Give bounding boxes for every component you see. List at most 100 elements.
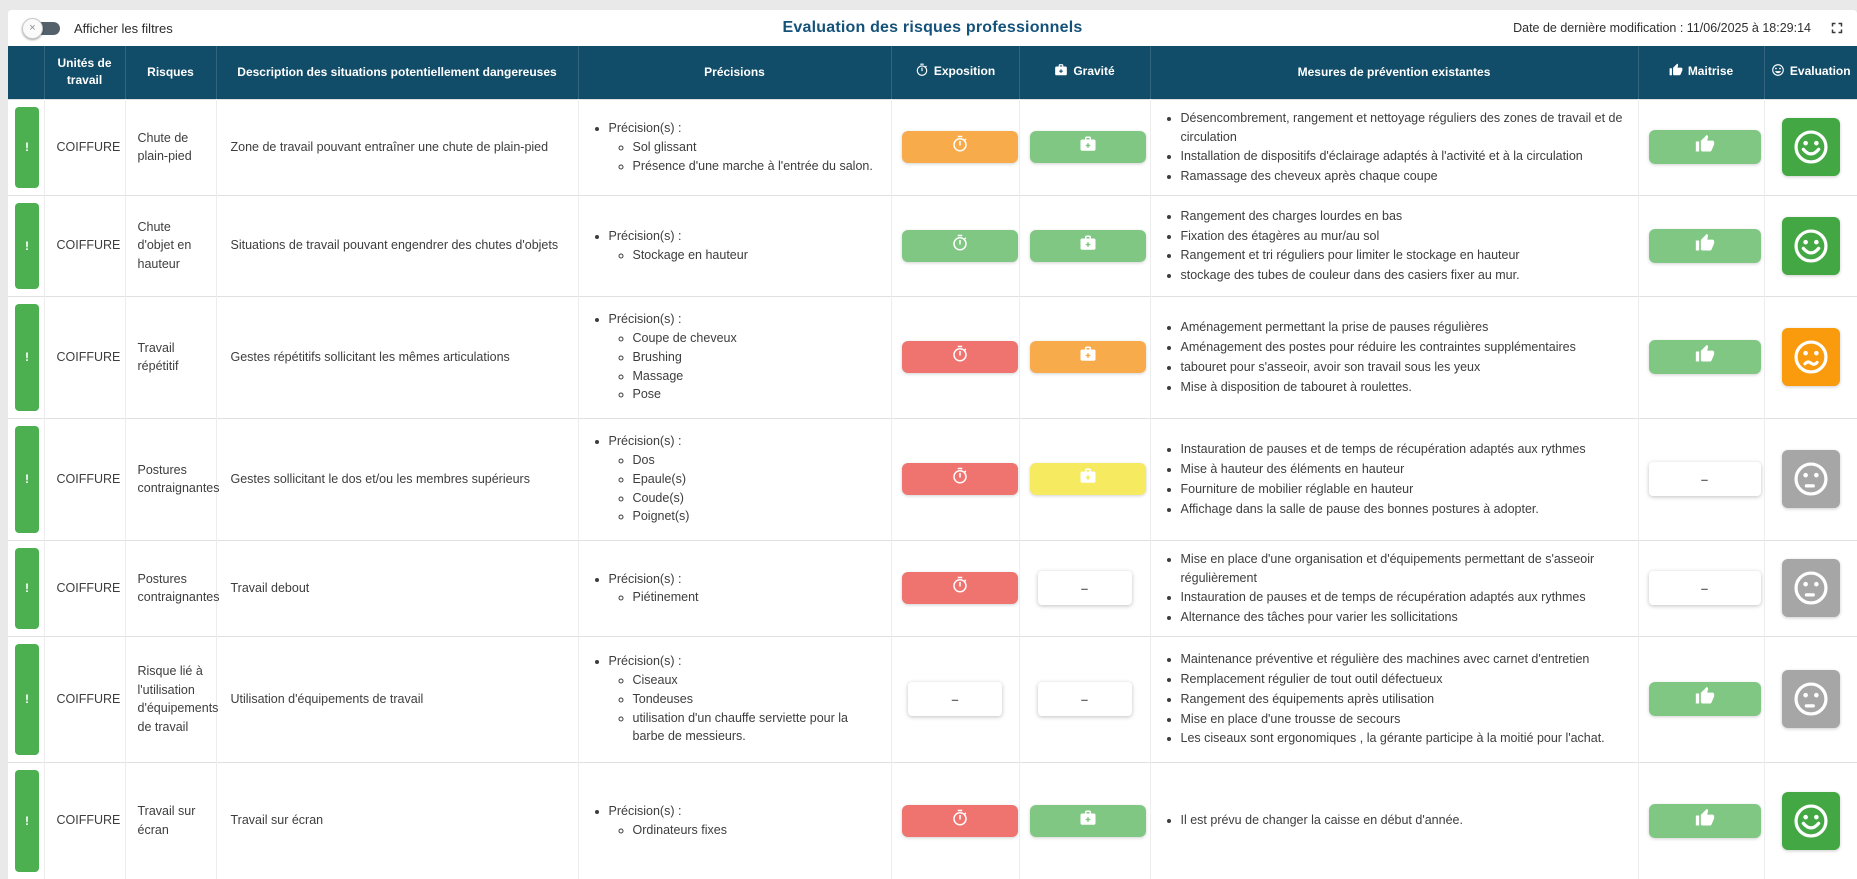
mesure-item: Mise en place d'une trousse de secours [1181, 710, 1628, 729]
table-row: ! COIFFURE Chute de plain-pied Zone de trav… [8, 98, 1857, 196]
maitrise-badge[interactable] [1648, 803, 1761, 838]
thumb-up-icon [1669, 63, 1683, 82]
risk-cell: Travail répétitif [124, 295, 216, 419]
precision-item: Brushing [633, 348, 881, 367]
risk-table: Unités de travail Risques Description des … [8, 46, 1857, 879]
risk-indicator-cell: ! [8, 194, 44, 297]
maitrise-cell [1637, 761, 1764, 879]
column-header-label: Description des situations potentielleme… [237, 64, 557, 79]
precisions-list: Précision(s) :Sol glissantPrésence d'une… [589, 119, 881, 175]
evaluation-cell [1763, 761, 1857, 879]
evaluation-smiley-happy-green[interactable] [1781, 791, 1840, 850]
maitrise-empty-badge[interactable]: – [1648, 462, 1761, 497]
exposition-badge[interactable] [901, 463, 1018, 496]
column-header-exposition: Exposition [890, 46, 1019, 100]
maitrise-badge[interactable] [1648, 682, 1761, 717]
maitrise-badge[interactable] [1648, 130, 1761, 165]
column-header-label: Exposition [933, 63, 996, 78]
risk-alert-indicator[interactable]: ! [15, 106, 39, 188]
precision-item: Coupe de cheveux [633, 329, 881, 348]
mesure-item: stockage des tubes de couleur dans des c… [1181, 266, 1628, 285]
precisions-cell: Précision(s) :Sol glissantPrésence d'une… [577, 98, 891, 196]
risk-alert-indicator[interactable]: ! [15, 643, 39, 755]
maitrise-empty-badge[interactable]: – [1648, 571, 1761, 606]
precisions-cell: Précision(s) :DosEpaule(s)Coude(s)Poigne… [577, 417, 891, 541]
mesure-item: Aménagement des postes pour réduire les … [1181, 338, 1628, 357]
table-header-row: Unités de travail Risques Description des … [8, 46, 1857, 100]
gravite-badge[interactable] [1029, 131, 1146, 164]
mesure-item: Il est prévu de changer la caisse en déb… [1181, 811, 1628, 830]
mesures-list: Maintenance préventive et régulière des … [1161, 650, 1628, 748]
unit-cell: COIFFURE [43, 539, 125, 637]
table-row: ! COIFFURE Travail sur écran Travail sur éc… [8, 761, 1857, 879]
precision-item: Ciseaux [633, 671, 881, 690]
evaluation-smiley-happy-green[interactable] [1781, 216, 1840, 275]
thumb-up-icon [1695, 686, 1715, 712]
thumb-up-icon [1695, 233, 1715, 259]
risk-alert-indicator[interactable]: ! [15, 425, 39, 533]
maitrise-badge[interactable] [1648, 228, 1761, 263]
risk-indicator-cell: ! [8, 417, 44, 541]
filter-toggle[interactable]: × [22, 18, 64, 39]
evaluation-cell [1763, 539, 1857, 637]
gravite-badge[interactable] [1029, 341, 1146, 374]
gravite-empty-badge[interactable]: – [1037, 682, 1132, 717]
precisions-list: Précision(s) :Piétinement [589, 570, 881, 608]
mesures-cell: Maintenance préventive et régulière des … [1149, 635, 1638, 763]
evaluation-smiley-neutral-gray[interactable] [1781, 559, 1840, 618]
column-header-label: Mesures de prévention existantes [1297, 64, 1491, 79]
column-header-risk: Risques [124, 46, 216, 100]
column-header-label: Evaluation [1789, 63, 1851, 78]
precisions-prefix: Précision(s) :Sol glissantPrésence d'une… [609, 119, 881, 175]
risk-alert-indicator[interactable]: ! [15, 769, 39, 872]
risk-alert-indicator[interactable]: ! [15, 547, 39, 629]
mesure-item: Mise à disposition de tabouret à roulett… [1181, 378, 1628, 397]
precision-sublist: Piétinement [609, 588, 881, 607]
precision-item: Massage [633, 367, 881, 386]
evaluation-smiley-neutral-gray[interactable] [1781, 670, 1840, 729]
precisions-prefix: Précision(s) :CiseauxTondeusesutilisatio… [609, 652, 881, 746]
exposition-badge[interactable] [901, 229, 1018, 262]
table-row: ! COIFFURE Postures contraignantes Travail … [8, 539, 1857, 637]
column-header-precisions: Précisions [577, 46, 891, 100]
exposition-empty-badge[interactable]: – [908, 682, 1002, 717]
gravite-badge[interactable] [1029, 804, 1146, 837]
evaluation-cell [1763, 295, 1857, 419]
timer-icon [951, 135, 969, 159]
description-cell: Travail sur écran [215, 761, 578, 879]
precisions-list: Précision(s) :CiseauxTondeusesutilisatio… [589, 652, 881, 746]
exposition-badge[interactable] [901, 341, 1018, 374]
thumb-up-icon [1695, 344, 1715, 370]
exposition-badge[interactable] [901, 572, 1018, 605]
evaluation-smiley-happy-green[interactable] [1781, 118, 1840, 177]
precisions-cell: Précision(s) :Piétinement [577, 539, 891, 637]
precisions-cell: Précision(s) :Coupe de cheveuxBrushingMa… [577, 295, 891, 419]
risk-alert-indicator[interactable]: ! [15, 202, 39, 289]
mesure-item: Mise en place d'une organisation et d'éq… [1181, 550, 1628, 588]
unit-cell: COIFFURE [43, 194, 125, 297]
gravite-badge[interactable] [1029, 229, 1146, 262]
precision-sublist: DosEpaule(s)Coude(s)Poignet(s) [609, 451, 881, 526]
precisions-cell: Précision(s) :Ordinateurs fixes [577, 761, 891, 879]
fullscreen-icon[interactable] [1827, 18, 1847, 38]
precision-item: utilisation d'un chauffe serviette pour … [633, 709, 881, 747]
risk-alert-indicator[interactable]: ! [15, 303, 39, 411]
evaluation-smiley-worried-orange[interactable] [1781, 328, 1840, 387]
toolbar: × Afficher les filtres Evaluation des ri… [8, 10, 1857, 46]
exposition-badge[interactable] [901, 131, 1018, 164]
exposition-cell [890, 295, 1019, 419]
risk-cell: Travail sur écran [124, 761, 216, 879]
close-icon: × [22, 18, 43, 39]
timer-icon [951, 576, 969, 600]
maitrise-badge[interactable] [1648, 340, 1761, 375]
column-header-label: Gravité [1073, 63, 1115, 78]
mesure-item: Mise à hauteur des éléments en hauteur [1181, 460, 1628, 479]
table-row: ! COIFFURE Travail répétitif Gestes répétit… [8, 295, 1857, 419]
evaluation-cell [1763, 417, 1857, 541]
gravite-badge[interactable] [1029, 463, 1146, 496]
thumb-up-icon [1695, 134, 1715, 160]
evaluation-smiley-neutral-gray[interactable] [1781, 450, 1840, 509]
mesure-item: Installation de dispositifs d'éclairage … [1181, 147, 1628, 166]
gravite-empty-badge[interactable]: – [1037, 571, 1132, 606]
exposition-badge[interactable] [901, 804, 1018, 837]
